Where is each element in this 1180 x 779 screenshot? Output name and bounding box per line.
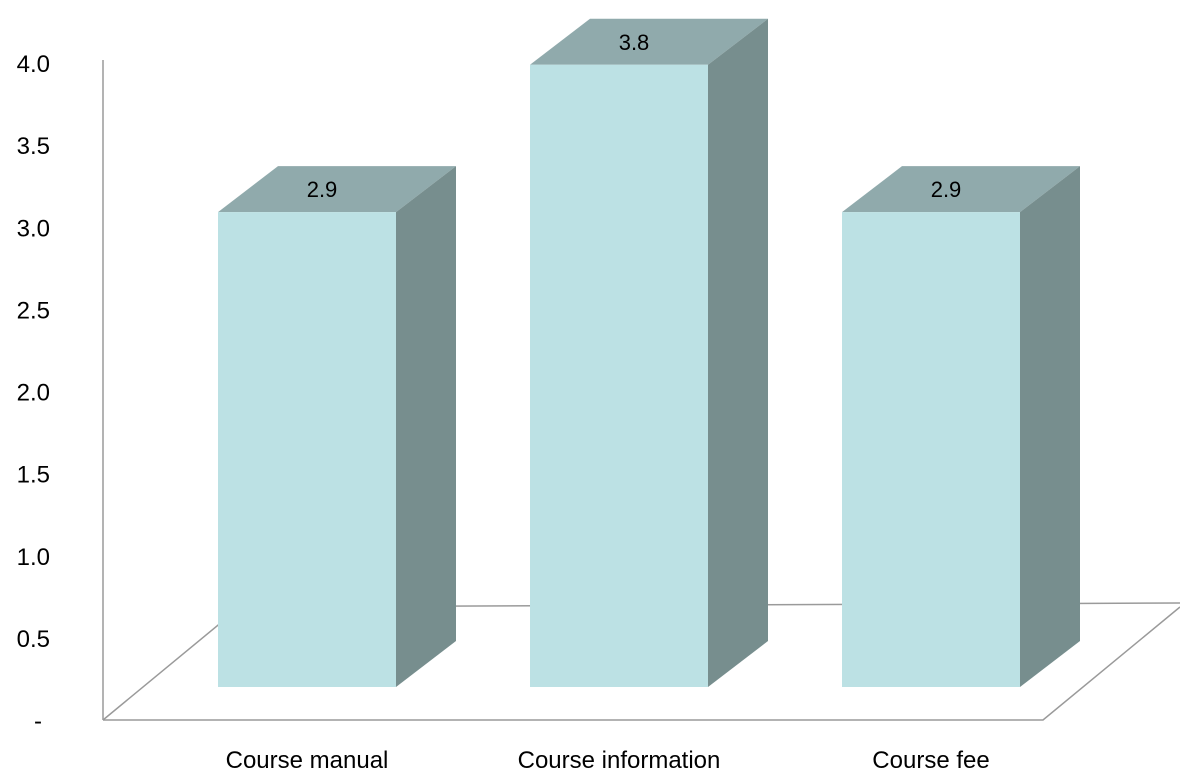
bar-side xyxy=(708,18,768,687)
data-label: 2.9 xyxy=(307,177,338,202)
bar-top xyxy=(842,166,1080,213)
bar-side xyxy=(396,166,456,687)
bar: 2.9 xyxy=(842,166,1080,687)
bars: 2.9 3.8 2.9 xyxy=(218,18,1080,687)
y-tick-label: 3.0 xyxy=(17,215,50,242)
x-category-label: Course information xyxy=(518,747,721,774)
y-tick-label: 4.0 xyxy=(17,51,50,78)
bar: 3.8 xyxy=(530,18,768,687)
y-tick-label: 0.5 xyxy=(17,626,50,653)
bar-top xyxy=(218,166,456,213)
y-axis-ticks: - 0.5 1.0 1.5 2.0 2.5 3.0 3.5 4.0 xyxy=(17,51,50,735)
y-tick-label: 1.5 xyxy=(17,462,50,489)
floor-left-edge xyxy=(102,606,241,721)
bar-front xyxy=(842,212,1020,687)
y-tick-label: 1.0 xyxy=(17,544,50,571)
y-tick-label: 2.5 xyxy=(17,297,50,324)
data-label: 2.9 xyxy=(931,177,962,202)
floor-front-edge xyxy=(103,606,1180,721)
x-category-label: Course fee xyxy=(872,747,989,774)
y-tick-label: - xyxy=(34,708,42,735)
x-category-label: Course manual xyxy=(226,747,389,774)
bar-side xyxy=(1020,166,1080,687)
bar: 2.9 xyxy=(218,166,456,687)
y-tick-label: 2.0 xyxy=(17,380,50,407)
x-axis-labels: Course manual Course information Course fe… xyxy=(226,747,990,774)
bar-front xyxy=(218,212,396,687)
y-tick-label: 3.5 xyxy=(17,133,50,160)
bar-top xyxy=(530,18,768,65)
bar-front xyxy=(530,64,708,687)
data-label: 3.8 xyxy=(619,30,650,55)
